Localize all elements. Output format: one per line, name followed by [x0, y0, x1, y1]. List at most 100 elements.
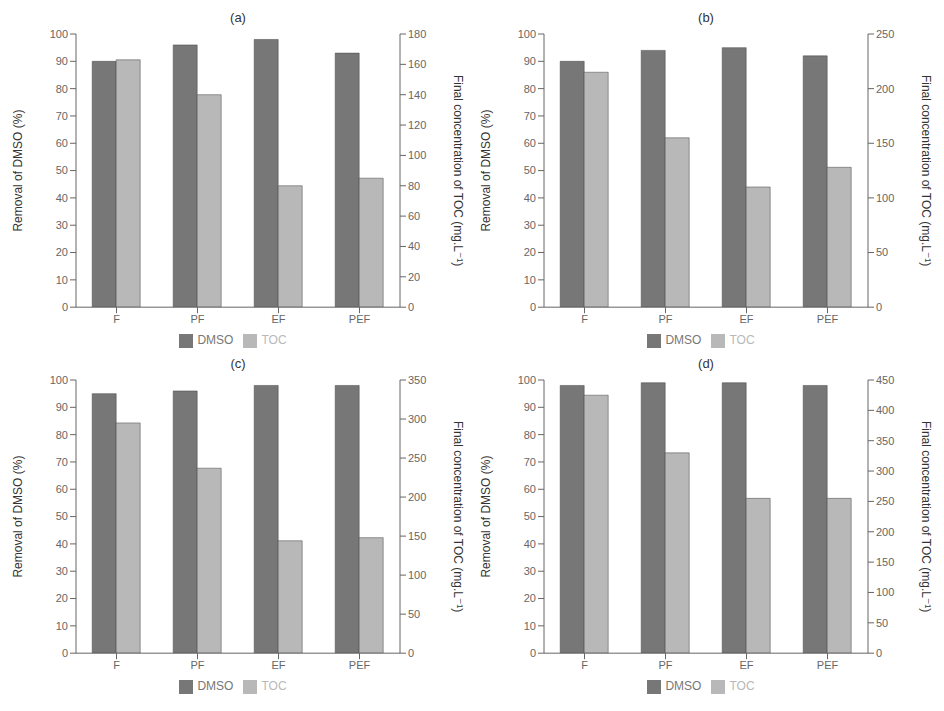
svg-text:F: F	[581, 659, 588, 671]
svg-text:90: 90	[524, 401, 536, 413]
svg-text:120: 120	[408, 119, 426, 131]
svg-text:PEF: PEF	[349, 313, 371, 325]
svg-text:10: 10	[56, 274, 68, 286]
svg-text:40: 40	[56, 538, 68, 550]
svg-text:F: F	[113, 659, 120, 671]
svg-text:80: 80	[524, 83, 536, 95]
svg-text:0: 0	[530, 301, 536, 313]
svg-text:30: 30	[524, 565, 536, 577]
svg-text:10: 10	[524, 274, 536, 286]
svg-text:40: 40	[56, 192, 68, 204]
svg-text:20: 20	[408, 271, 420, 283]
svg-text:100: 100	[518, 374, 536, 386]
svg-text:PEF: PEF	[349, 659, 371, 671]
svg-text:Removal of DMSO (%): Removal of DMSO (%)	[11, 110, 25, 232]
svg-text:100: 100	[50, 374, 68, 386]
svg-text:140: 140	[408, 89, 426, 101]
svg-text:20: 20	[56, 246, 68, 258]
svg-text:100: 100	[408, 149, 426, 161]
svg-text:60: 60	[524, 483, 536, 495]
svg-text:Removal of DMSO (%): Removal of DMSO (%)	[479, 456, 493, 578]
svg-text:PF: PF	[658, 313, 672, 325]
svg-text:Final concentration of TOC (mg: Final concentration of TOC (mg.L⁻¹)	[451, 75, 465, 266]
svg-text:100: 100	[876, 192, 894, 204]
svg-text:40: 40	[408, 240, 420, 252]
svg-text:EF: EF	[271, 659, 285, 671]
svg-text:150: 150	[876, 556, 894, 568]
svg-text:160: 160	[408, 58, 426, 70]
svg-text:450: 450	[876, 374, 894, 386]
svg-text:0: 0	[876, 301, 882, 313]
svg-text:20: 20	[524, 592, 536, 604]
svg-text:EF: EF	[271, 313, 285, 325]
svg-text:200: 200	[876, 83, 894, 95]
svg-text:0: 0	[876, 647, 882, 659]
svg-text:70: 70	[56, 456, 68, 468]
svg-text:0: 0	[408, 301, 414, 313]
svg-text:Final concentration of TOC (mg: Final concentration of TOC (mg.L⁻¹)	[451, 421, 465, 612]
svg-text:10: 10	[56, 620, 68, 632]
svg-text:80: 80	[524, 429, 536, 441]
svg-text:PF: PF	[658, 659, 672, 671]
svg-text:40: 40	[524, 192, 536, 204]
svg-text:F: F	[113, 313, 120, 325]
svg-text:70: 70	[524, 110, 536, 122]
svg-text:250: 250	[408, 452, 426, 464]
svg-text:350: 350	[876, 435, 894, 447]
svg-text:PF: PF	[190, 313, 204, 325]
svg-text:100: 100	[408, 569, 426, 581]
svg-text:50: 50	[876, 617, 888, 629]
svg-text:0: 0	[530, 647, 536, 659]
svg-text:250: 250	[876, 28, 894, 40]
svg-text:Final concentration of TOC (mg: Final concentration of TOC (mg.L⁻¹)	[919, 421, 933, 612]
svg-text:180: 180	[408, 28, 426, 40]
svg-text:Removal of DMSO (%): Removal of DMSO (%)	[11, 456, 25, 578]
svg-text:100: 100	[876, 586, 894, 598]
svg-text:100: 100	[518, 28, 536, 40]
svg-text:Final concentration of TOC (mg: Final concentration of TOC (mg.L⁻¹)	[919, 75, 933, 266]
svg-text:250: 250	[876, 495, 894, 507]
svg-text:F: F	[581, 313, 588, 325]
svg-text:50: 50	[876, 246, 888, 258]
svg-text:40: 40	[524, 538, 536, 550]
svg-text:20: 20	[56, 592, 68, 604]
svg-text:300: 300	[408, 413, 426, 425]
svg-text:60: 60	[524, 137, 536, 149]
svg-text:400: 400	[876, 404, 894, 416]
svg-text:80: 80	[408, 180, 420, 192]
svg-text:80: 80	[56, 83, 68, 95]
svg-text:150: 150	[408, 530, 426, 542]
svg-text:50: 50	[56, 164, 68, 176]
svg-text:350: 350	[408, 374, 426, 386]
svg-text:100: 100	[50, 28, 68, 40]
svg-text:30: 30	[56, 219, 68, 231]
svg-text:30: 30	[56, 565, 68, 577]
svg-text:80: 80	[56, 429, 68, 441]
svg-text:200: 200	[408, 491, 426, 503]
svg-text:0: 0	[408, 647, 414, 659]
svg-text:PEF: PEF	[817, 659, 839, 671]
svg-text:90: 90	[524, 55, 536, 67]
svg-text:50: 50	[56, 510, 68, 522]
svg-text:90: 90	[56, 55, 68, 67]
svg-text:0: 0	[62, 301, 68, 313]
svg-text:50: 50	[408, 608, 420, 620]
svg-text:70: 70	[524, 456, 536, 468]
svg-text:70: 70	[56, 110, 68, 122]
svg-text:EF: EF	[739, 659, 753, 671]
svg-text:300: 300	[876, 465, 894, 477]
svg-text:30: 30	[524, 219, 536, 231]
svg-text:PF: PF	[190, 659, 204, 671]
svg-text:EF: EF	[739, 313, 753, 325]
svg-text:200: 200	[876, 526, 894, 538]
svg-text:0: 0	[62, 647, 68, 659]
svg-text:60: 60	[56, 137, 68, 149]
svg-text:50: 50	[524, 510, 536, 522]
svg-text:60: 60	[56, 483, 68, 495]
svg-text:150: 150	[876, 137, 894, 149]
svg-text:20: 20	[524, 246, 536, 258]
svg-text:90: 90	[56, 401, 68, 413]
svg-text:Removal of DMSO (%): Removal of DMSO (%)	[479, 110, 493, 232]
svg-text:PEF: PEF	[817, 313, 839, 325]
svg-text:60: 60	[408, 210, 420, 222]
